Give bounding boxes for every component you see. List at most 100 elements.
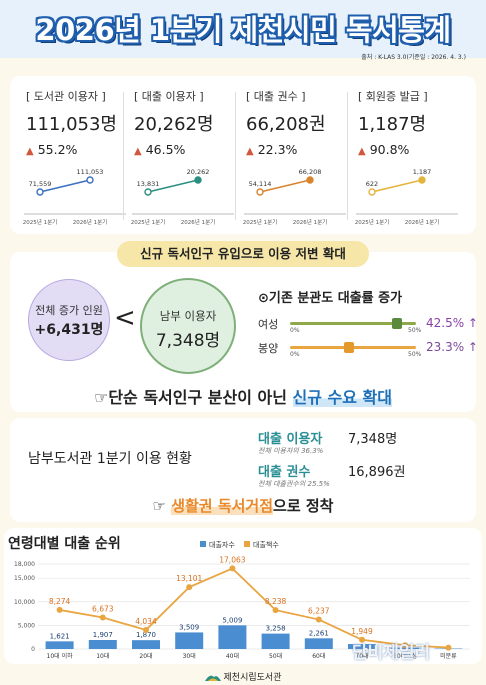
kpi-x-curr: 2026년 1분기 (405, 218, 439, 226)
demand-callout: ☞단순 독서인구 분산이 아닌 신규 수요 확대 (0, 384, 486, 408)
kpi-curr-label: 20,262 (187, 168, 210, 176)
slider-percent: 23.3% ↑ (426, 340, 478, 354)
point-label: 6,673 (92, 604, 114, 613)
kpi-curr-point (86, 176, 94, 184)
hub-callout-suffix: 으로 정착 (273, 497, 334, 515)
legend-books: 대출책수 (253, 540, 279, 549)
point-label: 6,237 (308, 607, 330, 616)
kpi-trend-line (39, 179, 91, 193)
loan-users-share: 전체 이용자의 36.3% (258, 447, 324, 455)
point-label: 17,063 (219, 555, 245, 564)
loan-count-value: 16,896권 (348, 465, 406, 480)
kpi-separator (235, 92, 236, 220)
kpi-x-prev: 2025년 1분기 (131, 218, 165, 226)
loan-count-label: 대출 권수 (258, 465, 311, 480)
header-band (0, 0, 486, 58)
kpi-prev-label: 54,114 (249, 180, 272, 188)
x-tick-label: 10대 이하 (47, 652, 74, 660)
bar-label: 1,621 (50, 632, 70, 640)
y-tick-label: 5,000 (18, 622, 35, 629)
slider-thumb (392, 318, 403, 329)
bar-label: 3,509 (179, 623, 199, 631)
slider-fifty-label: 50% (408, 327, 422, 334)
up-arrow-icon: ▲ (358, 146, 366, 157)
point-books (402, 642, 409, 649)
kpi-mini-chart: 13,831 20,262 2025년 1분기 2026년 1분기 (131, 168, 234, 226)
kpi-prev-label: 622 (366, 180, 378, 188)
kpi-mini-chart: 54,114 66,208 2025년 1분기 2026년 1분기 (243, 168, 346, 226)
up-arrow-icon: ▲ (26, 146, 34, 157)
total-increase-circle: 전체 증가 인원 +6,431명 (28, 279, 110, 361)
x-tick-label: 미분류 (440, 652, 457, 660)
slider-percent: 42.5% ↑ (426, 316, 478, 330)
branch-loan-rate-title: ⊙기존 분관도 대출률 증가 (258, 291, 403, 306)
bar-borrowers (304, 638, 333, 649)
kpi-trend-line (147, 179, 199, 193)
x-tick-label: 30대 (183, 652, 196, 660)
kpi-mini-chart: 71,559 111,053 2025년 1분기 2026년 1분기 (23, 168, 126, 226)
kpi-card: [ 대출 이용자 ] 20,262명 ▲ 46.5% 13,831 20,262 2025년… (128, 84, 240, 230)
kpi-change: ▲ 55.2% (26, 142, 77, 157)
bar-borrowers (218, 625, 247, 649)
demand-callout-prefix: ☞단순 독서인구 분산이 아닌 (93, 388, 293, 407)
point-label: 8,238 (265, 597, 287, 606)
bar-borrowers (45, 641, 74, 649)
kpi-separator (123, 92, 124, 220)
kpi-trend-line (259, 179, 311, 193)
south-library-title: 남부도서관 1분기 이용 현황 (28, 451, 192, 467)
x-tick-label: 50대 (269, 652, 282, 660)
kpi-change-value: 46.5% (145, 142, 186, 157)
total-increase-label: 전체 증가 인원 (35, 304, 103, 317)
less-than-sign: < (114, 303, 136, 333)
bar-borrowers (391, 647, 420, 649)
y-tick-label: 15,000 (14, 575, 35, 582)
hub-callout-highlight: 생활권 독서거점 (171, 497, 274, 515)
up-arrow-icon: ▲ (246, 146, 254, 157)
kpi-label: [ 대출 이용자 ] (134, 90, 204, 103)
point-label: 1,949 (351, 627, 373, 636)
legend-swatch-books (244, 541, 250, 547)
slider-fifty-label: 50% (408, 351, 422, 358)
y-tick-label: 0 (31, 646, 35, 653)
kpi-x-prev: 2025년 1분기 (355, 218, 389, 226)
demand-callout-highlight: 신규 수요 확대 (292, 388, 392, 407)
kpi-label: [ 회원증 발급 ] (358, 90, 428, 103)
loan-users-label: 대출 이용자 (258, 432, 323, 447)
chart-title: 연령대별 대출 순위 (8, 536, 121, 552)
point-books (445, 644, 452, 651)
kpi-prev-point (144, 188, 152, 196)
kpi-value: 66,208권 (246, 114, 326, 135)
kpi-x-curr: 2026년 1분기 (181, 218, 215, 226)
kpi-curr-label: 66,208 (299, 168, 322, 176)
kpi-change: ▲ 22.3% (246, 142, 297, 157)
kpi-trend-line (371, 179, 423, 193)
point-books (315, 616, 322, 623)
kpi-curr-label: 1,187 (413, 168, 432, 176)
hub-callout: ☞ 생활권 독서거점으로 정착 (0, 495, 486, 516)
kpi-value: 111,053명 (26, 114, 117, 135)
kpi-value: 1,187명 (358, 114, 427, 135)
point-label: 8,274 (49, 597, 71, 606)
bar-borrowers (175, 632, 204, 649)
kpi-x-prev: 2025년 1분기 (243, 218, 277, 226)
bar-label: 5,009 (222, 616, 242, 624)
south-users-label: 남부 이용자 (159, 309, 217, 323)
x-tick-label: 10대 (96, 652, 109, 660)
kpi-curr-point (194, 176, 202, 184)
kpi-change: ▲ 46.5% (134, 142, 185, 157)
slider-thumb (343, 342, 354, 353)
x-tick-label: 60대 (312, 652, 325, 660)
bar-borrowers (88, 639, 117, 649)
kpi-x-prev: 2025년 1분기 (23, 218, 57, 226)
kpi-curr-point (306, 176, 314, 184)
point-label: 4,034 (135, 617, 157, 626)
kpi-prev-label: 71,559 (29, 180, 52, 188)
kpi-separator (347, 92, 348, 220)
kpi-x-curr: 2026년 1분기 (293, 218, 327, 226)
kpi-change-value: 55.2% (37, 142, 78, 157)
age-loan-chart: 대출자수 대출책수 0 5,000 10,000 15,000 18,000 1,621 10대… (14, 540, 470, 660)
point-books (359, 636, 365, 643)
bar-borrowers (261, 633, 290, 649)
bar-label: 1,907 (93, 631, 113, 639)
kpi-prev-point (256, 188, 264, 196)
